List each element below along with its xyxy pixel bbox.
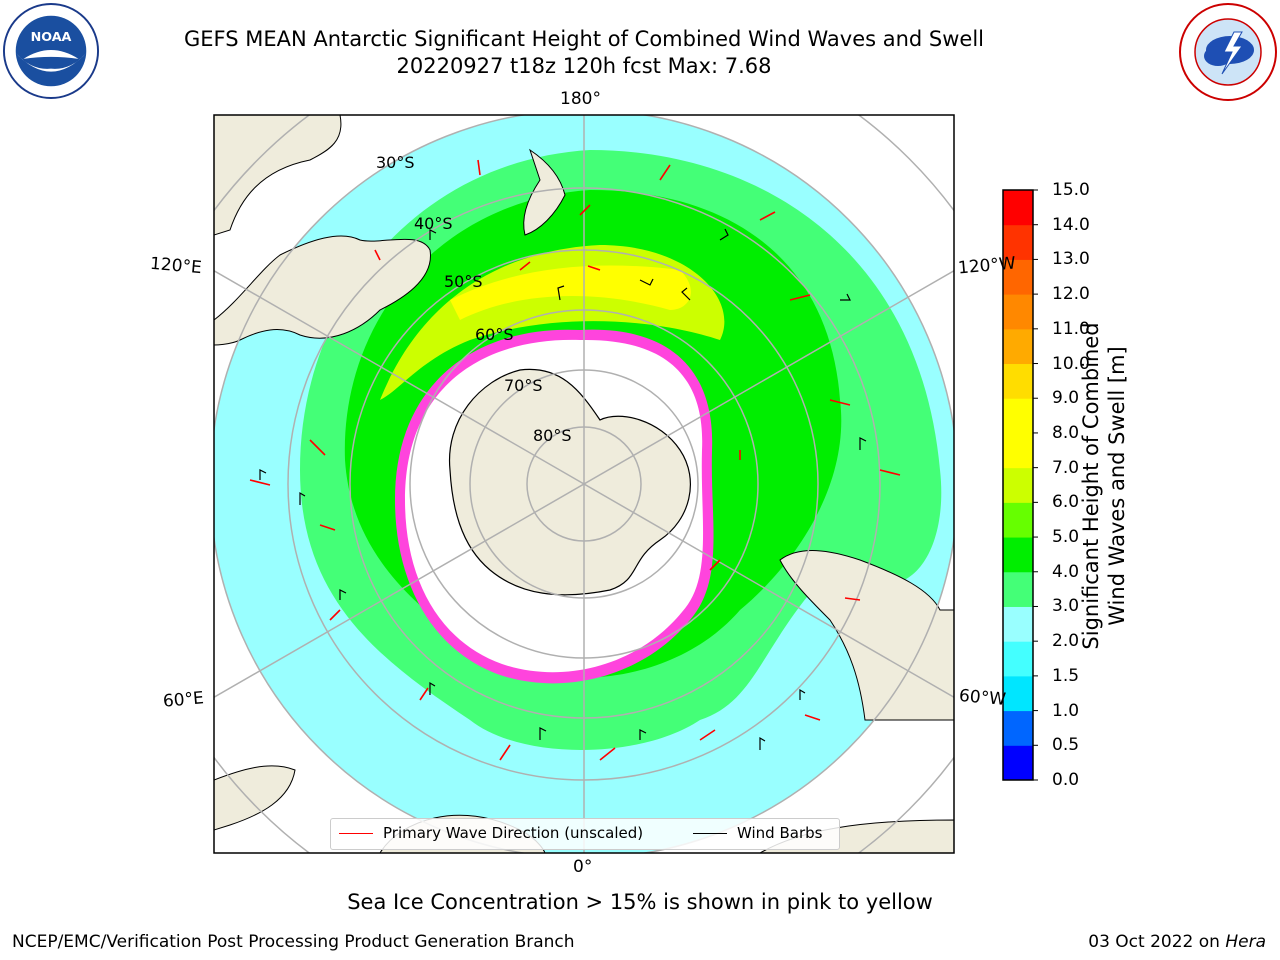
footer-left: NCEP/EMC/Verification Post Processing Pr… xyxy=(12,932,575,952)
colorbar-segment xyxy=(1003,294,1033,330)
footer-host: Hera xyxy=(1225,932,1266,952)
colorbar-tick-label: 6.0 xyxy=(1052,492,1080,513)
footer-date: 03 Oct 2022 on xyxy=(1088,932,1226,952)
colorbar-tick-label: 11.0 xyxy=(1052,318,1090,339)
colorbar-segment xyxy=(1003,224,1033,260)
legend-wind-entry: Wind Barbs xyxy=(693,824,822,842)
lat-label-70: 70°S xyxy=(504,376,543,395)
asia-land xyxy=(214,115,342,236)
colorbar-segment xyxy=(1003,675,1033,712)
lat-label-30: 30°S xyxy=(376,153,415,172)
legend-wind-label: Wind Barbs xyxy=(737,824,823,842)
colorbar-tick-label: 0.0 xyxy=(1052,770,1080,790)
colorbar-segment xyxy=(1003,606,1033,642)
map-frame xyxy=(213,114,955,854)
colorbar-tick-label: 15.0 xyxy=(1052,180,1090,200)
chart-title: GEFS MEAN Antarctic Significant Height o… xyxy=(183,27,985,51)
legend-wave-entry: Primary Wave Direction (unscaled) xyxy=(339,824,643,842)
new-zealand-land xyxy=(523,148,566,236)
colorbar-tick-label: 9.0 xyxy=(1052,388,1080,409)
colorbar-tick-label: 3.0 xyxy=(1052,596,1080,617)
colorbar-segment xyxy=(1003,571,1033,607)
lat-label-60: 60°S xyxy=(475,325,514,344)
chart-subtitle: 20220927 t18z 120h fcst Max: 7.68 xyxy=(396,54,772,78)
legend-wave-label: Primary Wave Direction (unscaled) xyxy=(383,824,644,842)
colorbar xyxy=(1002,189,1038,781)
lat-label-40: 40°S xyxy=(414,214,453,233)
colorbar-segment xyxy=(1003,432,1033,469)
colorbar-tick-label: 1.5 xyxy=(1052,665,1080,686)
legend-wind-line xyxy=(693,832,727,834)
lon-label-60e: 60°E xyxy=(162,688,205,712)
wave-direction-arrows xyxy=(249,159,901,761)
colorbar-label-line2: Wind Waves and Swell [m] xyxy=(1105,346,1129,626)
lat-label-80: 80°S xyxy=(533,426,572,445)
map-legend: Primary Wave Direction (unscaled) Wind B… xyxy=(330,818,840,850)
footer-right: 03 Oct 2022 on Hera xyxy=(1088,932,1266,952)
colorbar-segment xyxy=(1003,259,1033,295)
colorbar-segment xyxy=(1003,745,1033,781)
colorbar-segment xyxy=(1003,190,1033,226)
colorbar-segment xyxy=(1003,467,1033,503)
graticule xyxy=(214,115,954,853)
wave-band-7m xyxy=(450,265,691,320)
sea-ice-caption: Sea Ice Concentration > 15% is shown in … xyxy=(347,890,933,914)
south-america-land xyxy=(779,550,954,721)
wind-barbs xyxy=(259,228,867,750)
lon-label-60w: 60°W xyxy=(958,685,1007,711)
colorbar-tick-label: 5.0 xyxy=(1052,527,1080,548)
colorbar-segment xyxy=(1003,363,1033,399)
colorbar-segment xyxy=(1003,537,1033,573)
colorbar-tick-label: 1.0 xyxy=(1052,700,1080,721)
legend-wave-line xyxy=(339,832,373,834)
colorbar-segment xyxy=(1003,502,1033,538)
colorbar-segment xyxy=(1003,328,1033,365)
colorbar-tick-label: 8.0 xyxy=(1052,422,1080,443)
colorbar-tick-label: 2.0 xyxy=(1052,631,1080,652)
lon-label-0: 0° xyxy=(573,857,593,877)
colorbar-tick-label: 14.0 xyxy=(1052,214,1090,235)
colorbar-segment xyxy=(1003,710,1033,746)
antarctica-land xyxy=(448,368,691,596)
noaa-logo-icon: NOAA xyxy=(2,2,100,100)
lon-label-180: 180° xyxy=(560,89,601,109)
svg-text:NOAA: NOAA xyxy=(31,30,72,45)
australia-land xyxy=(214,235,431,346)
colorbar-tick-label: 12.0 xyxy=(1052,284,1090,305)
colorbar-segment xyxy=(1003,641,1033,677)
colorbar-segment xyxy=(1003,398,1033,434)
colorbar-tick-label: 13.0 xyxy=(1052,249,1090,270)
colorbar-frame xyxy=(1002,189,1034,781)
colorbar-tick-label: 4.0 xyxy=(1052,561,1080,582)
colorbar-tick-label: 7.0 xyxy=(1052,457,1080,478)
colorbar-tick-label: 10.0 xyxy=(1052,353,1090,374)
lat-label-50: 50°S xyxy=(444,272,483,291)
colorbar-tick-label: 0.5 xyxy=(1052,735,1080,756)
nws-logo-icon xyxy=(1179,3,1277,101)
